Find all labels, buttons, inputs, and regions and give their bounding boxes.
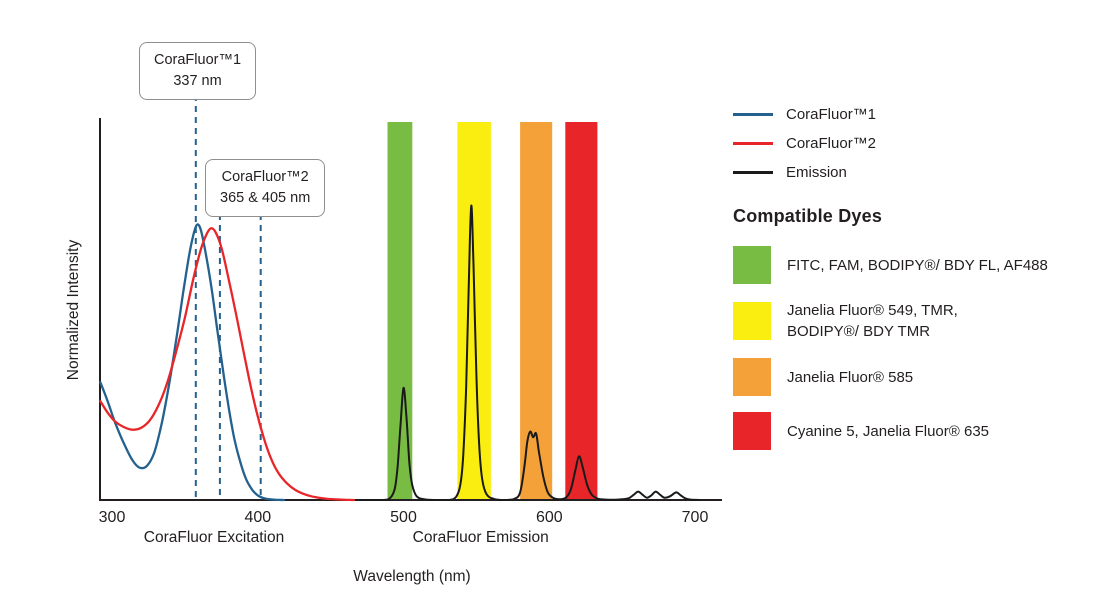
annotation-corafluor2-callout: CoraFluor™2 365 & 405 nm [205, 159, 326, 218]
chart-legend: CoraFluor™1 CoraFluor™2 Emission [733, 100, 1105, 187]
dye-label: Janelia Fluor® 549, TMR, BODIPY®/ BDY TM… [787, 302, 958, 340]
legend-line-swatch-black [733, 171, 773, 174]
x-tick-label: 300 [99, 509, 126, 526]
dye-label: FITC, FAM, BODIPY®/ BDY FL, AF488 [787, 256, 1048, 274]
dye-label: Janelia Fluor® 585 [787, 368, 914, 386]
annotation-title: CoraFluor™1 [154, 52, 242, 68]
compatible-dyes-list: FITC, FAM, BODIPY®/ BDY FL, AF488 Janeli… [733, 246, 1105, 450]
dye-swatch-red [733, 412, 771, 450]
dye-swatch-yellow [733, 302, 771, 340]
dye-swatch-green [733, 246, 771, 284]
y-axis-title: Normalized Intensity [65, 240, 82, 381]
axis-section-label: CoraFluor Emission [413, 529, 549, 546]
annotation-title: CoraFluor™2 [221, 169, 309, 185]
x-tick-label: 500 [390, 509, 417, 526]
legend-item-emission: Emission [733, 158, 1105, 187]
dye-row-green: FITC, FAM, BODIPY®/ BDY FL, AF488 [733, 246, 1105, 284]
legend-item-corafluor1: CoraFluor™1 [733, 100, 1105, 129]
dye-swatch-orange [733, 358, 771, 396]
dye-row-yellow: Janelia Fluor® 549, TMR, BODIPY®/ BDY TM… [733, 300, 1105, 342]
legend-label: CoraFluor™2 [786, 135, 877, 152]
legend-label: CoraFluor™1 [786, 106, 877, 123]
legend-line-swatch-red [733, 142, 773, 145]
x-tick-label: 400 [244, 509, 271, 526]
legend-line-swatch-blue [733, 113, 773, 116]
dye-row-orange: Janelia Fluor® 585 [733, 358, 1105, 396]
curve-emission [358, 204, 701, 502]
x-tick-label: 600 [536, 509, 563, 526]
curve-corafluor1-excitation [99, 223, 286, 502]
band-jf585 [520, 122, 553, 500]
axis-section-label: CoraFluor Excitation [144, 529, 284, 546]
side-panel: CoraFluor™1 CoraFluor™2 Emission Compati… [733, 100, 1105, 450]
annotation-corafluor1-callout: CoraFluor™1 337 nm [139, 42, 257, 101]
legend-label: Emission [786, 164, 847, 181]
legend-item-corafluor2: CoraFluor™2 [733, 129, 1105, 158]
band-cy5-jf635 [565, 122, 598, 500]
curve-corafluor2-excitation [99, 227, 356, 502]
annotation-value: 365 & 405 nm [220, 190, 311, 207]
dye-row-red: Cyanine 5, Janelia Fluor® 635 [733, 412, 1105, 450]
dye-label: Cyanine 5, Janelia Fluor® 635 [787, 422, 990, 440]
compatible-dyes-title: Compatible Dyes [733, 206, 883, 226]
x-axis-title: Wavelength (nm) [353, 568, 470, 585]
x-tick-label: 700 [682, 509, 709, 526]
annotation-value: 337 nm [173, 73, 222, 90]
